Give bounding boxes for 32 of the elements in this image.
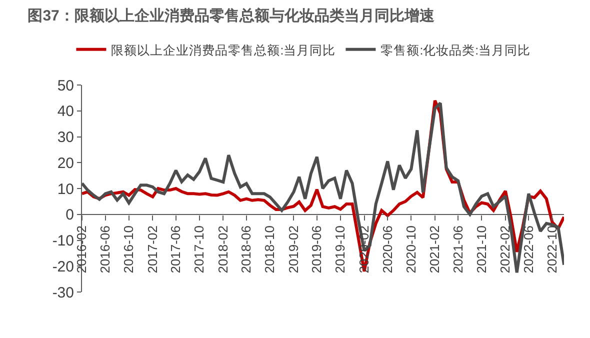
- y-tick-label: -20: [52, 258, 74, 276]
- y-tick-label: 40: [57, 103, 74, 120]
- x-tick-label: 2017-02: [144, 226, 160, 274]
- y-tick-label: 50: [57, 77, 74, 94]
- y-tick-label: 20: [57, 154, 74, 172]
- chart-title: 图37：限额以上企业消费品零售总额与化妆品类当月同比增速: [28, 6, 436, 25]
- x-tick-label: 2019-02: [286, 226, 301, 274]
- x-tick-label: 2017-06: [168, 226, 184, 274]
- y-tick-label: 30: [57, 129, 74, 146]
- x-tick-label: 2022-10: [544, 226, 560, 274]
- x-tick-label: 2018-06: [238, 226, 254, 274]
- y-tick-label: 0: [66, 206, 74, 224]
- y-tick-label: -30: [52, 284, 74, 302]
- x-tick-label: 2016-06: [98, 226, 113, 274]
- legend-label: 限额以上企业消费品零售总额:当月同比: [111, 43, 336, 58]
- x-tick-label: 2017-10: [192, 226, 207, 274]
- x-tick-label: 2022-02: [498, 226, 513, 274]
- y-tick-label: 10: [57, 180, 74, 198]
- x-tick-label: 2021-10: [474, 226, 489, 274]
- x-tick-label: 2019-10: [332, 226, 348, 274]
- legend-label: 零售额:化妆品类:当月同比: [380, 43, 531, 58]
- x-tick-label: 2020-06: [380, 226, 395, 274]
- x-tick-label: 2021-02: [427, 226, 442, 274]
- x-tick-label: 2019-06: [309, 226, 324, 274]
- x-tick-label: 2022-06: [520, 226, 536, 274]
- x-tick-label: 2016-10: [121, 226, 136, 274]
- x-tick-label: 2020-10: [403, 226, 418, 274]
- x-tick-label: 2021-06: [450, 226, 466, 274]
- x-tick-label: 2018-10: [262, 226, 278, 274]
- x-tick-label: 2018-02: [215, 226, 230, 274]
- x-tick-label: 2016-02: [74, 226, 90, 274]
- y-tick-label: -10: [52, 232, 74, 250]
